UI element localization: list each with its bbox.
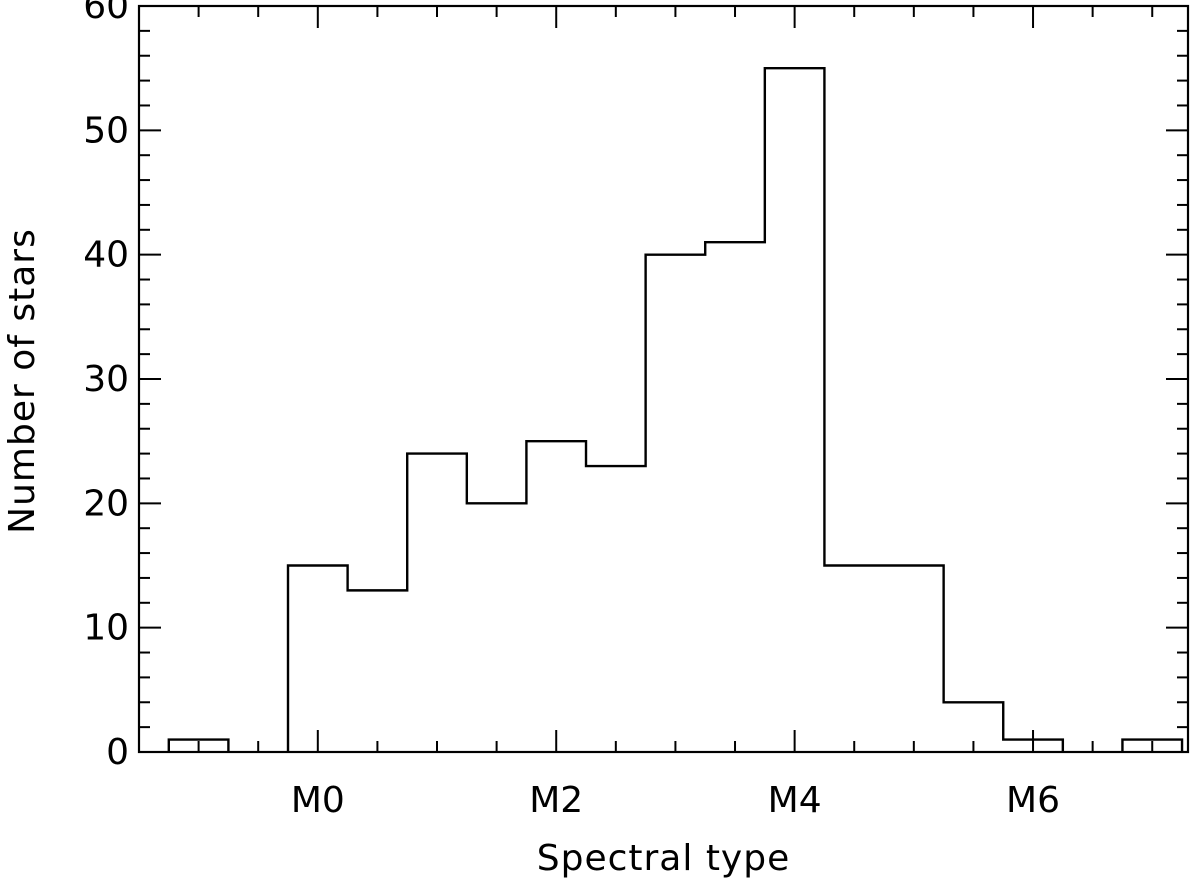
histogram-bin bbox=[586, 466, 646, 752]
histogram-bin bbox=[467, 503, 527, 752]
histogram-bin bbox=[705, 242, 765, 752]
plot-frame bbox=[137, 4, 1190, 754]
y-tick-label: 0 bbox=[106, 732, 129, 773]
histogram-step-outline bbox=[286, 66, 1065, 752]
x-axis-title: Spectral type bbox=[537, 838, 791, 879]
histogram-bin bbox=[407, 454, 467, 752]
histogram-bin bbox=[526, 441, 586, 752]
histogram-bin bbox=[1122, 740, 1182, 752]
histogram-step-outline bbox=[167, 738, 230, 752]
y-axis-title: Number of stars bbox=[2, 228, 43, 534]
histogram-bin bbox=[1003, 740, 1063, 752]
histogram-bin bbox=[884, 566, 944, 753]
x-tick-label: M2 bbox=[529, 780, 583, 821]
histogram-bin bbox=[765, 68, 825, 752]
histogram-bin bbox=[348, 590, 408, 752]
y-tick-label: 10 bbox=[83, 608, 129, 649]
histogram-bin bbox=[824, 566, 884, 753]
histogram-bin bbox=[288, 566, 348, 753]
histogram-step-outline bbox=[1121, 738, 1184, 752]
y-tick-labels: 0 10 20 30 40 50 60 bbox=[83, 0, 129, 773]
x-tick-label: M6 bbox=[1006, 780, 1060, 821]
histogram-bins bbox=[167, 66, 1184, 753]
x-tick-labels: M0 M2 M4 M6 bbox=[291, 780, 1060, 821]
histogram-bin bbox=[169, 740, 229, 752]
y-tick-label: 20 bbox=[83, 483, 129, 524]
histogram-bin bbox=[646, 255, 706, 752]
histogram-bin bbox=[944, 702, 1004, 752]
y-tick-label: 40 bbox=[83, 235, 129, 276]
y-tick-label: 50 bbox=[83, 110, 129, 151]
x-tick-label: M0 bbox=[291, 780, 345, 821]
y-tick-label: 30 bbox=[83, 359, 129, 400]
x-axis-ticks bbox=[138, 6, 1154, 752]
x-tick-label: M4 bbox=[768, 780, 822, 821]
y-tick-label: 60 bbox=[83, 0, 129, 27]
